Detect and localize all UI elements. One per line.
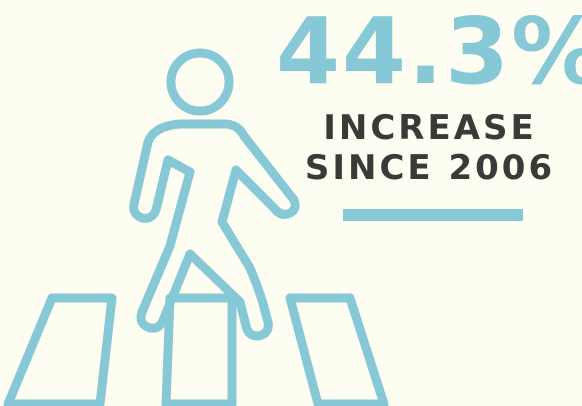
- stat-caption-line-1: INCREASE: [323, 108, 537, 148]
- stat-caption-line-2: SINCE 2006: [304, 148, 556, 188]
- accent-divider: [343, 209, 523, 221]
- crosswalk-stripe-right: [285, 293, 389, 406]
- pedestrian-walking-icon: [129, 48, 300, 341]
- person-body-outline: [129, 119, 300, 341]
- crosswalk-stripe-middle: [161, 293, 237, 406]
- person-head: [166, 48, 234, 116]
- stat-value: 44.3%: [276, 0, 582, 105]
- crosswalk-stripes-icon: [3, 293, 389, 406]
- crosswalk-stripe-left: [3, 293, 117, 406]
